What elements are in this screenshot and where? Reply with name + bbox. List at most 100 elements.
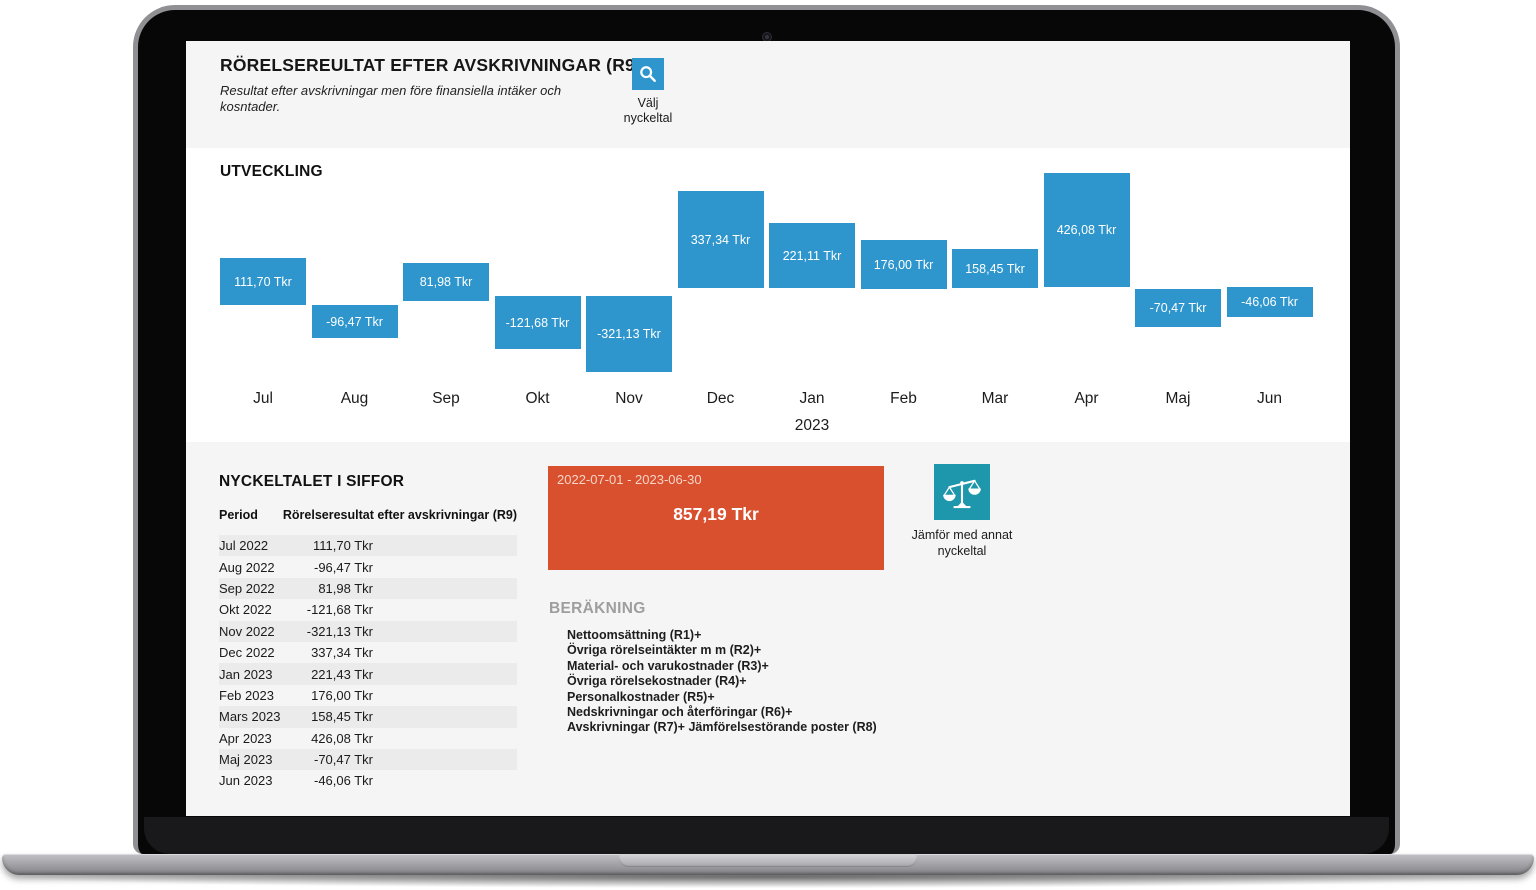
bar-value-label: 111,70 Tkr <box>234 274 292 289</box>
figures-rows: Jul 2022 111,70 Tkr Aug 2022 -96,47 Tkr Sep … <box>219 535 517 792</box>
x-axis-label: Okt <box>525 390 550 407</box>
table-cell-period: Dec 2022 <box>219 645 275 661</box>
table-cell-value: -121,68 Tkr <box>306 602 373 618</box>
table-row: Nov 2022 -321,13 Tkr <box>219 620 517 642</box>
table-cell-value: 111,70 Tkr <box>313 538 373 554</box>
bar-value-label: -321,13 Tkr <box>597 327 661 341</box>
development-title: UTVECKLING <box>220 163 323 180</box>
table-row: Aug 2022 -96,47 Tkr <box>219 556 517 577</box>
x-axis-year-label: 2023 <box>794 417 830 434</box>
bar-value-label: 158,45 Tkr <box>965 261 1025 276</box>
table-cell-value: -70,47 Tkr <box>313 752 373 768</box>
compare-widget: Jämför med annat nyckeltal <box>903 464 1021 559</box>
bar-value-label: 221,11 Tkr <box>782 248 842 263</box>
chart-bar[interactable]: -70,47 Tkr <box>1135 289 1221 327</box>
table-cell-period: Okt 2022 <box>219 602 272 618</box>
laptop-base <box>2 854 1534 875</box>
x-axis-label: Maj <box>1165 390 1191 407</box>
figures-table-header: Period Rörelseresultat efter avskrivning… <box>219 508 517 522</box>
calculation-line: Personalkostnader (R5)+ <box>567 689 715 704</box>
table-row: Mars 2023 158,45 Tkr <box>219 706 517 728</box>
select-kpi-label: Välj nyckeltal <box>623 96 673 125</box>
chart-bar[interactable]: -96,47 Tkr <box>311 305 398 338</box>
calculation-line: Övriga rörelseintäkter m m (R2)+ <box>567 643 762 658</box>
select-kpi-button[interactable] <box>632 58 664 90</box>
table-cell-value: 221,43 Tkr <box>311 666 373 682</box>
compare-label: Jämför med annat nyckeltal <box>911 528 1013 558</box>
laptop-hinge <box>144 817 1389 854</box>
report-header: RÖRELSEREULTAT EFTER AVSKRIVNINGAR (R9) … <box>186 41 1350 148</box>
details-section: NYCKELTALET I SIFFOR Period Rörelseresul… <box>186 442 1350 816</box>
column-header-period: Period <box>219 508 258 522</box>
calculation-line: Nedskrivningar och återföringar (R6)+ <box>567 705 793 720</box>
calculation-lines: Nettoomsättning (R1)+ Övriga rörelseintäk… <box>567 628 877 736</box>
bar-value-label: 337,34 Tkr <box>690 232 751 247</box>
table-row: Sep 2022 81,98 Tkr <box>219 577 517 600</box>
laptop-base-notch <box>619 854 917 867</box>
chart-bar[interactable]: 111,70 Tkr <box>220 258 306 305</box>
table-row: Dec 2022 337,34 Tkr <box>219 642 517 663</box>
bar-value-label: 81,98 Tkr <box>419 275 473 289</box>
summary-period: 2022-07-01 - 2023-06-30 <box>557 472 702 487</box>
summary-total: 857,19 Tkr <box>673 504 759 524</box>
calculation-title: BERÄKNING <box>549 600 646 617</box>
table-cell-value: -321,13 Tkr <box>306 623 373 639</box>
table-cell-value: 337,34 Tkr <box>311 645 373 661</box>
compare-button[interactable] <box>934 464 990 520</box>
x-axis-label: Jun <box>1257 390 1282 407</box>
column-header-value: Rörelseresultat efter avskrivningar (R9) <box>282 508 517 522</box>
calculation-line: Övriga rörelsekostnader (R4)+ <box>567 674 747 689</box>
figures-table: NYCKELTALET I SIFFOR Period Rörelseresul… <box>219 473 517 792</box>
x-axis-label: Jan <box>799 390 825 407</box>
figures-title: NYCKELTALET I SIFFOR <box>219 473 405 490</box>
table-cell-period: Jul 2022 <box>219 538 269 554</box>
chart-bar[interactable]: 158,45 Tkr <box>952 249 1038 288</box>
bar-value-label: 426,08 Tkr <box>1056 223 1117 237</box>
table-cell-value: 426,08 Tkr <box>311 730 373 746</box>
table-row: Feb 2023 176,00 Tkr <box>219 685 517 706</box>
table-cell-value: -46,06 Tkr <box>313 773 373 789</box>
table-cell-period: Nov 2022 <box>219 623 275 639</box>
calculation-line: Avskrivningar (R7)+ Jämförelsestörande p… <box>567 720 877 735</box>
chart-bar[interactable]: 426,08 Tkr <box>1043 173 1130 287</box>
x-axis-label: Aug <box>340 390 369 407</box>
calculation-line: Nettoomsättning (R1)+ <box>567 628 702 642</box>
calculation-section: BERÄKNING Nettoomsättning (R1)+ Övriga rö… <box>549 600 877 736</box>
table-row: Apr 2023 426,08 Tkr <box>219 728 517 749</box>
x-axis-label: Apr <box>1074 390 1099 407</box>
table-cell-value: 158,45 Tkr <box>311 709 373 725</box>
table-row: Jul 2022 111,70 Tkr <box>219 535 517 557</box>
bar-value-label: -96,47 Tkr <box>326 314 383 329</box>
table-cell-period: Jun 2023 <box>219 773 273 789</box>
balance-scale-icon <box>941 471 983 513</box>
chart-bar[interactable]: 221,11 Tkr <box>769 223 855 288</box>
chart-bar[interactable]: 176,00 Tkr <box>860 240 947 289</box>
x-axis-label: Jul <box>253 390 273 407</box>
bar-value-label: -121,68 Tkr <box>505 315 570 330</box>
x-axis-label: Mar <box>981 390 1009 407</box>
chart-bar[interactable]: -321,13 Tkr <box>586 296 672 372</box>
dashboard-screen: RÖRELSEREULTAT EFTER AVSKRIVNINGAR (R9) … <box>186 41 1350 816</box>
x-axis-label: Sep <box>432 390 460 407</box>
table-cell-value: 176,00 Tkr <box>311 687 373 703</box>
x-axis-label: Nov <box>615 390 643 407</box>
table-cell-value: -96,47 Tkr <box>313 559 373 575</box>
table-cell-period: Feb 2023 <box>219 687 274 703</box>
table-row: Maj 2023 -70,47 Tkr <box>219 748 517 771</box>
development-section: UTVECKLING 111,70 Tkr Jul -96,47 Tkr Aug 81,… <box>186 148 1350 442</box>
calculation-line: Material- och varukostnader (R3)+ <box>567 658 769 673</box>
table-row: Jan 2023 221,43 Tkr <box>219 663 517 685</box>
table-cell-period: Jan 2023 <box>219 666 273 682</box>
select-kpi: Välj nyckeltal <box>613 58 683 126</box>
bar-value-label: -46,06 Tkr <box>1241 295 1298 309</box>
chart-bar[interactable]: 81,98 Tkr <box>403 263 489 301</box>
table-cell-period: Mars 2023 <box>219 709 281 725</box>
table-row: Okt 2022 -121,68 Tkr <box>219 599 517 620</box>
chart-bar[interactable]: 337,34 Tkr <box>677 191 764 288</box>
chart-bar[interactable]: -121,68 Tkr <box>494 296 581 349</box>
chart-bar[interactable]: -46,06 Tkr <box>1226 287 1313 317</box>
bar-value-label: 176,00 Tkr <box>873 257 934 272</box>
x-axis-label: Feb <box>890 390 917 407</box>
bar-value-label: -70,47 Tkr <box>1149 301 1207 315</box>
